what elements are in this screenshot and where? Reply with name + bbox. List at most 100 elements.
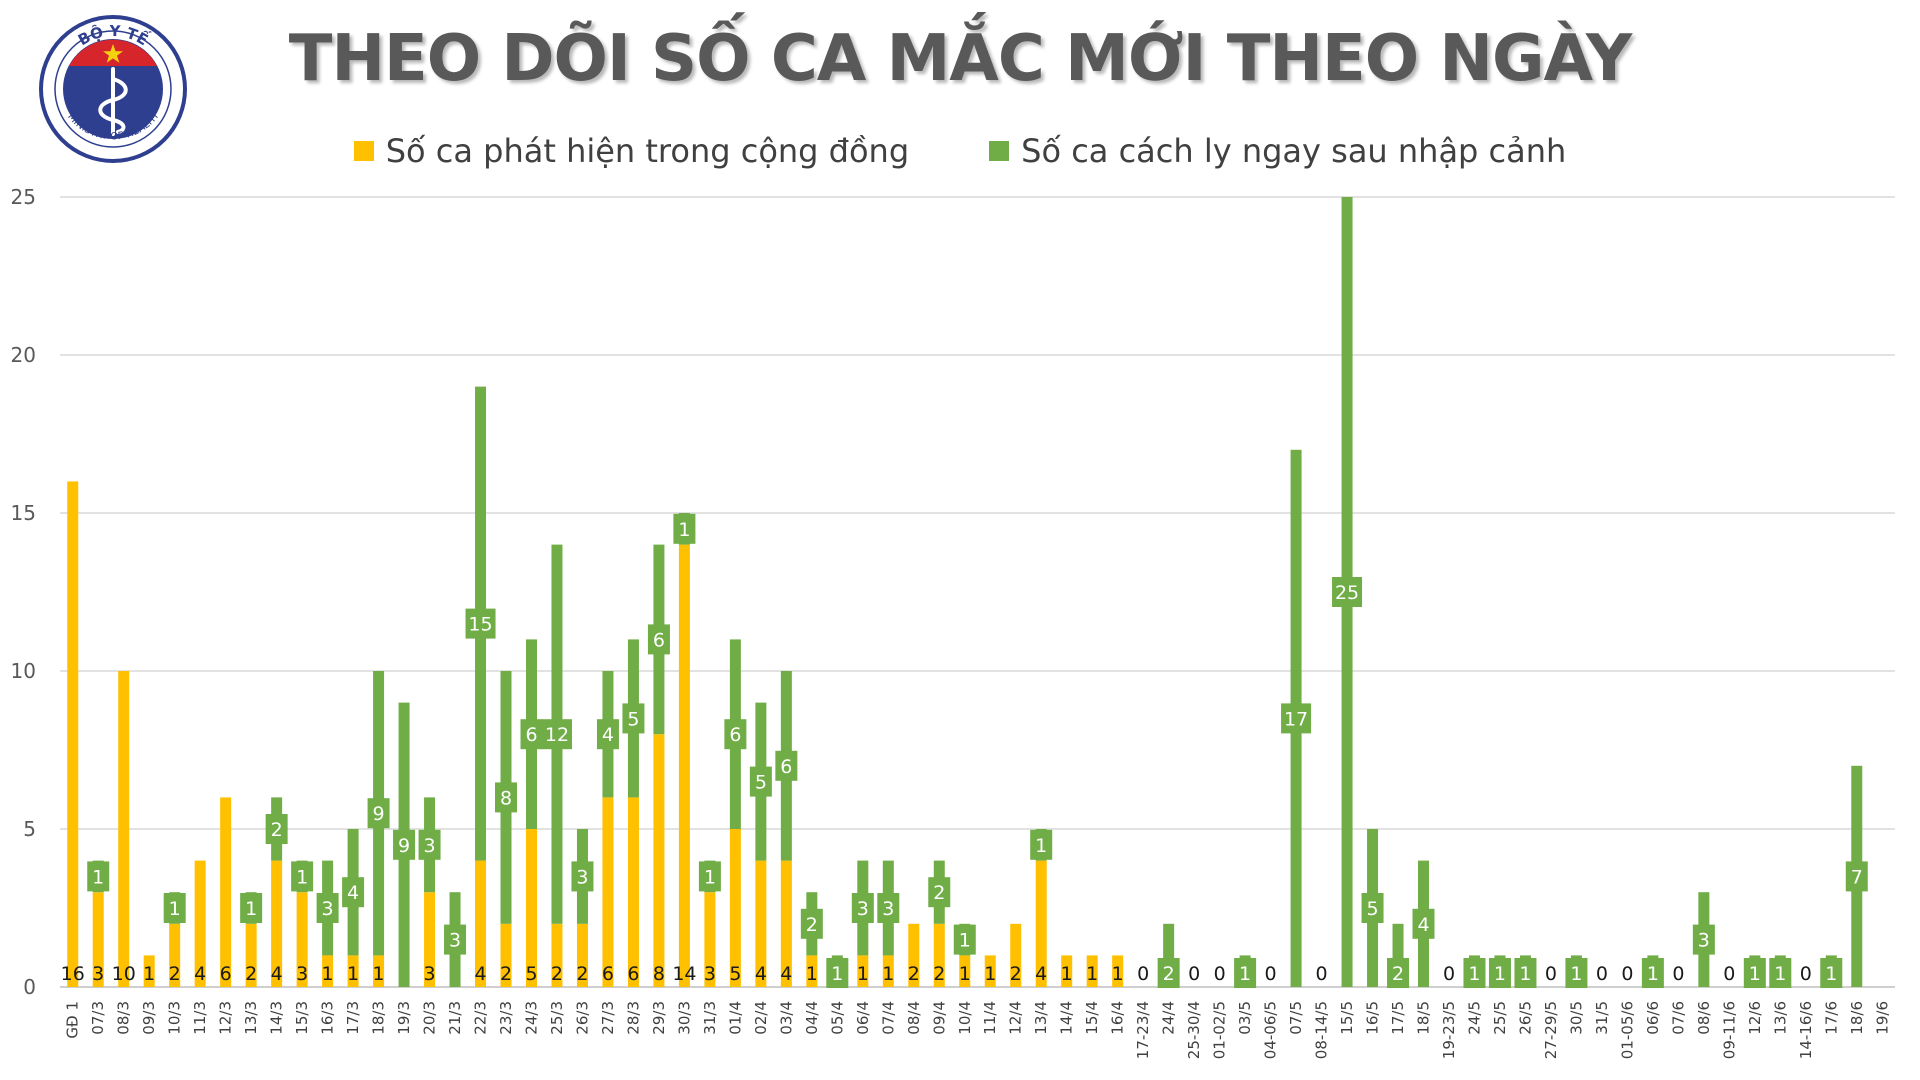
data-label-community: 4	[755, 963, 767, 985]
data-label-community: 4	[1035, 963, 1047, 985]
bar-community	[169, 923, 181, 987]
x-tick-label: 05/4	[828, 1001, 846, 1035]
x-tick-label: 04/4	[803, 1001, 821, 1035]
data-label-community: 14	[672, 963, 696, 985]
x-tick-label: 14/4	[1058, 1001, 1076, 1035]
x-tick-label: 24/3	[522, 1001, 540, 1035]
y-tick-label: 0	[23, 975, 36, 999]
bar-community	[373, 955, 385, 987]
logo-inner-ring	[54, 30, 172, 148]
x-tick-label: 07/4	[879, 1001, 897, 1035]
data-label-quarantine: 1	[678, 519, 690, 541]
x-tick-label: 16/3	[319, 1001, 337, 1035]
data-label-quarantine: 3	[424, 835, 436, 857]
x-tick-label: 16/4	[1109, 1001, 1127, 1035]
data-label-community: 3	[704, 963, 716, 985]
data-label-quarantine-box	[1281, 703, 1312, 734]
x-tick-label: 17/6	[1822, 1001, 1840, 1035]
data-label-community: 4	[194, 963, 206, 985]
bar-community	[1010, 923, 1022, 987]
data-label-quarantine: 1	[1774, 963, 1786, 985]
legend-swatch-community	[353, 141, 374, 161]
x-tick-label: 08/4	[905, 1001, 923, 1035]
data-label-quarantine-box	[1488, 958, 1511, 988]
data-label-quarantine-box	[647, 624, 670, 655]
data-label-quarantine-box	[953, 924, 976, 955]
data-label-zero: 0	[1137, 963, 1149, 985]
x-tick-label: 15/5	[1338, 1001, 1356, 1035]
data-label-quarantine: 1	[1647, 963, 1659, 985]
data-label-quarantine: 6	[525, 724, 537, 746]
data-label-quarantine: 3	[857, 898, 869, 920]
bar-community	[627, 797, 639, 987]
x-tick-label: 15/4	[1083, 1001, 1101, 1035]
data-label-community: 1	[1112, 963, 1124, 985]
data-label-quarantine: 1	[1239, 963, 1251, 985]
y-tick-label: 25	[11, 185, 36, 209]
bar-community	[220, 797, 232, 987]
x-tick-label: 22/3	[472, 1001, 490, 1035]
data-label-community: 5	[729, 963, 741, 985]
bar-community	[1035, 860, 1047, 987]
x-tick-label: 08/6	[1695, 1001, 1713, 1035]
data-label-community: 1	[882, 963, 894, 985]
legend: Số ca phát hiện trong cộng đồng Số ca cá…	[0, 132, 1920, 170]
x-tick-label: 11/4	[981, 1001, 999, 1035]
bar-community	[653, 734, 665, 987]
data-label-quarantine-box	[342, 877, 365, 908]
data-label-quarantine-box	[367, 798, 390, 829]
bar-community	[729, 829, 741, 987]
data-label-quarantine-box	[1743, 958, 1766, 988]
data-label-community: 1	[1061, 963, 1073, 985]
bar-community	[908, 923, 920, 987]
data-label-quarantine-box	[1845, 861, 1868, 892]
data-label-quarantine: 7	[1851, 866, 1863, 888]
legend-label-community: Số ca phát hiện trong cộng đồng	[385, 132, 910, 170]
data-label-quarantine-box	[775, 750, 798, 781]
data-label-community: 1	[322, 963, 334, 985]
x-tick-label: 17/5	[1389, 1001, 1407, 1035]
data-label-quarantine-box	[1692, 924, 1715, 955]
data-label-quarantine-box	[851, 893, 874, 923]
x-tick-label: 02/4	[752, 1001, 770, 1035]
data-label-community: 2	[576, 963, 588, 985]
data-label-community: 4	[271, 963, 283, 985]
x-tick-label: 26/5	[1516, 1001, 1534, 1035]
x-tick-label: 14-16/6	[1797, 1001, 1815, 1059]
bar-community	[525, 829, 537, 987]
x-tick-label: 01-02/5	[1211, 1001, 1229, 1059]
bar-community	[704, 892, 716, 987]
data-label-quarantine: 8	[500, 787, 512, 809]
data-label-quarantine: 1	[1519, 963, 1531, 985]
data-label-quarantine: 4	[1417, 914, 1429, 936]
x-tick-label: 29/3	[650, 1001, 668, 1035]
data-label-quarantine-box	[698, 861, 721, 892]
data-label-zero: 0	[1545, 963, 1557, 985]
x-tick-label: 10/4	[956, 1001, 974, 1035]
legend-entry-community: Số ca phát hiện trong cộng đồng	[353, 132, 910, 170]
x-tick-label: 08/3	[115, 1001, 133, 1035]
bar-community	[576, 923, 588, 987]
data-label-community: 1	[959, 963, 971, 985]
data-label-quarantine: 9	[373, 803, 385, 825]
x-tick-label: 06/4	[854, 1001, 872, 1035]
bar-quarantine	[1163, 923, 1175, 987]
data-label-quarantine: 3	[449, 930, 461, 952]
data-label-quarantine: 1	[831, 963, 843, 985]
x-tick-label: 30/5	[1567, 1001, 1585, 1035]
legend-swatch-quarantine	[989, 141, 1010, 161]
data-label-quarantine-box	[749, 766, 772, 797]
bar-community	[194, 860, 206, 987]
x-tick-label: 18/5	[1415, 1001, 1433, 1035]
bar-community	[806, 955, 818, 987]
data-label-quarantine-box	[826, 958, 849, 988]
bar-community	[475, 860, 487, 987]
data-label-community: 2	[500, 963, 512, 985]
data-label-quarantine-box	[240, 893, 263, 923]
data-label-quarantine: 1	[245, 898, 257, 920]
data-label-quarantine-box	[928, 877, 951, 908]
data-label-quarantine: 2	[1392, 963, 1404, 985]
data-label-quarantine-box	[1565, 958, 1588, 988]
star-icon	[103, 44, 123, 63]
